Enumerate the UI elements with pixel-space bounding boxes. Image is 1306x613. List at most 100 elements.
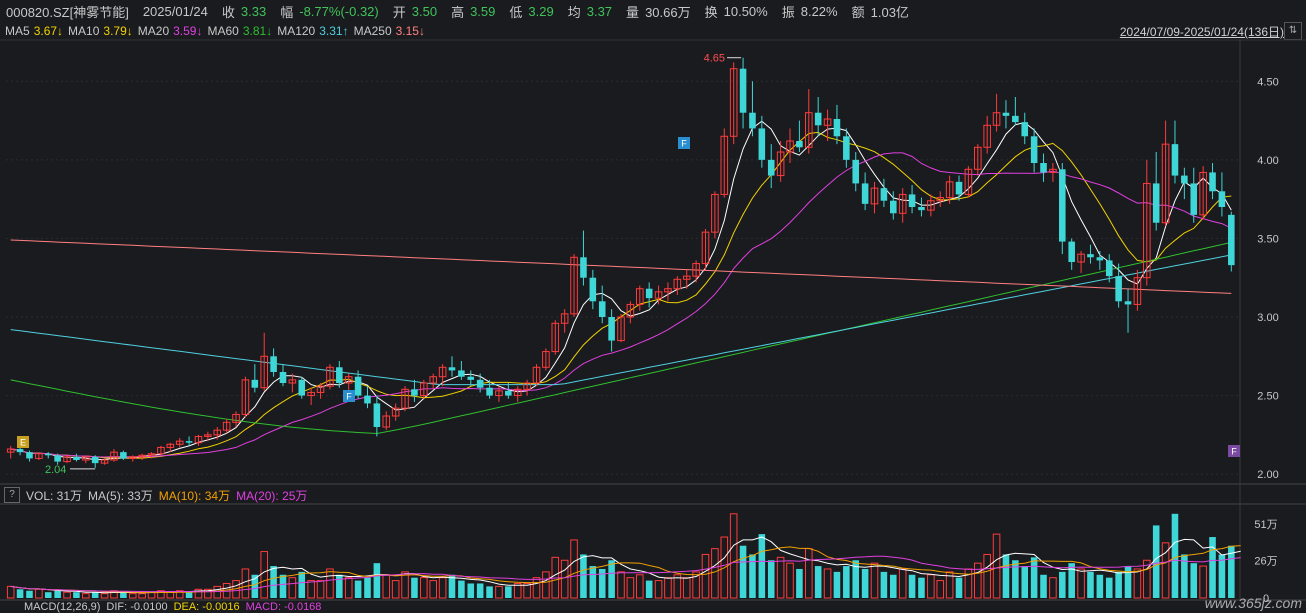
ma120-value: 3.31↑	[319, 24, 349, 38]
candle-body	[204, 434, 212, 437]
candle-body	[1040, 163, 1047, 173]
candle-body	[692, 263, 700, 277]
stock-code[interactable]: 000820.SZ[神雾节能]	[6, 4, 129, 20]
candle-body	[749, 112, 756, 129]
ma120-name[interactable]: MA120	[277, 24, 316, 38]
volume-bar	[626, 577, 635, 599]
volume-bar	[260, 551, 268, 599]
candle-body	[1068, 241, 1075, 262]
candle-body	[467, 376, 475, 380]
volume-bar	[1124, 566, 1132, 598]
volume-bar	[54, 590, 61, 598]
ma60-name[interactable]: MA60	[207, 24, 239, 38]
ma60-value: 3.81↓	[242, 24, 273, 38]
candle-body	[213, 429, 222, 436]
volume-bar	[898, 568, 907, 599]
candle-body	[279, 372, 287, 383]
candle-body	[823, 118, 832, 126]
ma5-name[interactable]: MA5	[5, 24, 30, 38]
candle-body	[251, 379, 259, 388]
candle-body	[147, 453, 156, 456]
volume-bar	[1002, 554, 1010, 598]
volume-bar	[185, 592, 193, 598]
candle-body	[288, 379, 297, 384]
ma10-name[interactable]: MA10	[68, 24, 100, 38]
volume-bar	[890, 574, 897, 598]
ma5-value: 3.67↓	[33, 24, 64, 38]
volume-bar	[326, 568, 334, 599]
ma250-name[interactable]: MA250	[353, 24, 392, 38]
candle-body	[1049, 168, 1057, 173]
candle-body	[720, 135, 729, 195]
candle-body	[870, 187, 879, 205]
high-marker-label: 4.65	[704, 53, 725, 65]
candle-body	[354, 376, 362, 396]
volume-bar	[955, 577, 963, 598]
candle-body	[1181, 175, 1188, 184]
candle-body	[222, 421, 231, 431]
candle-body	[936, 197, 945, 202]
ma250-line	[10, 239, 1232, 294]
help-icon[interactable]: ?	[4, 487, 20, 503]
candle-body	[786, 140, 794, 153]
candle-body	[326, 366, 334, 387]
volume-bar	[758, 534, 766, 598]
candle-body	[35, 453, 43, 459]
candle-body	[495, 390, 503, 397]
volume-bar	[739, 545, 747, 598]
candle-body	[54, 455, 61, 462]
candle-body	[523, 382, 531, 390]
volume-legend: ? VOL: 31万 MA(5): 33万 MA(10): 34万 MA(20)…	[0, 486, 1306, 504]
date-range[interactable]: 2024/07/09-2025/01/24(136日)	[1119, 25, 1284, 39]
volume-bar	[1218, 554, 1226, 598]
candle-body	[974, 146, 982, 170]
volume-bar	[645, 580, 653, 598]
candle-body	[1059, 169, 1066, 242]
volume-bar	[870, 562, 879, 599]
candle-body	[16, 449, 24, 453]
candle-body	[100, 459, 109, 464]
volume-bar	[1161, 542, 1170, 599]
volume-bar	[26, 590, 33, 598]
volume-bar	[1199, 565, 1207, 599]
volume-bar	[344, 577, 353, 599]
volume-bar	[843, 566, 850, 598]
volume-bar	[1087, 571, 1094, 598]
volume-bar	[495, 585, 503, 599]
candle-body	[945, 181, 954, 199]
volume-bar	[1077, 568, 1085, 599]
candle-body	[420, 382, 428, 397]
volume-bar	[35, 588, 43, 599]
close-value: 3.33	[240, 3, 267, 19]
ma20-line	[10, 152, 1232, 458]
avg-value: 3.37	[586, 3, 613, 19]
candle-body	[927, 200, 935, 211]
ma20-name[interactable]: MA20	[137, 24, 170, 38]
volume-bar	[635, 574, 644, 599]
volume-bar	[861, 568, 869, 598]
candle-body	[476, 379, 484, 388]
volume-bar	[307, 580, 315, 599]
volume-bar	[711, 548, 719, 599]
candle-body	[1087, 254, 1094, 258]
macd-name[interactable]: MACD(12,26,9)	[24, 601, 101, 613]
candle-body	[682, 275, 691, 280]
price-tick-label: 3.50	[1257, 233, 1278, 245]
volume-bar	[664, 577, 672, 599]
candle-body	[401, 388, 409, 409]
volume-bar	[964, 568, 973, 599]
candle-body	[232, 413, 240, 423]
event-badge-e-bg	[17, 436, 29, 448]
volume-bar	[767, 560, 775, 598]
candle-body	[157, 446, 165, 455]
candle-body	[1199, 171, 1207, 216]
volume-bar	[120, 592, 127, 598]
candle-body	[344, 376, 353, 384]
high-value: 3.59	[470, 3, 496, 19]
candle-body	[120, 452, 127, 459]
candle-body	[513, 388, 522, 397]
candle-body	[758, 128, 766, 160]
volume-bar	[532, 577, 541, 599]
volume-bar	[833, 571, 841, 598]
